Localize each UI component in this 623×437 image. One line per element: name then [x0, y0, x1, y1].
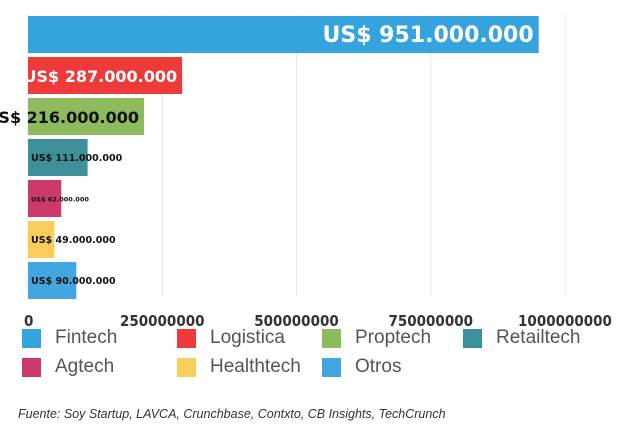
- data-label-otros: US$ 90.000.000: [31, 276, 116, 287]
- bar-healthtech: [28, 221, 55, 258]
- legend-label: Healthtech: [210, 356, 301, 377]
- legend-swatch: [22, 328, 41, 348]
- legend-label: Proptech: [355, 327, 432, 348]
- legend-label: Fintech: [55, 327, 118, 348]
- bar-fintech: [28, 16, 539, 53]
- legend-item-retailtech: Retailtech: [463, 327, 613, 348]
- x-tick-label-0: 0: [24, 312, 33, 330]
- legend-label: Retailtech: [496, 327, 581, 348]
- legend-swatch: [22, 357, 41, 377]
- bars: [28, 16, 539, 299]
- legend-item-otros: Otros: [322, 356, 463, 377]
- data-label-retailtech: US$ 111.000.000: [31, 153, 123, 164]
- x-tick-label-3: 750000000: [388, 312, 473, 330]
- legend-swatch: [177, 357, 196, 377]
- x-tick-label-1: 250000000: [120, 312, 205, 330]
- legend-swatch: [322, 357, 341, 377]
- legend-item-proptech: Proptech: [322, 327, 463, 348]
- legend-label: Agtech: [55, 356, 115, 377]
- source-note: Fuente: Soy Startup, LAVCA, Crunchbase, …: [18, 407, 446, 421]
- bar-otros: [28, 262, 77, 299]
- bar-proptech: [28, 98, 144, 135]
- legend-swatch: [177, 328, 196, 348]
- legend-label: Logistica: [210, 327, 285, 348]
- legend-swatch: [463, 328, 482, 348]
- legend-item-fintech: Fintech: [22, 327, 177, 348]
- data-label-agtech: US$ 62.000.000: [31, 196, 89, 204]
- legend-swatch: [322, 328, 341, 348]
- x-tick-label-4: 1000000000: [518, 312, 612, 330]
- x-axis-ticks: 0 250000000 500000000 750000000 1000000000: [24, 312, 612, 330]
- bar-agtech: [28, 180, 62, 217]
- x-tick-label-2: 500000000: [254, 312, 339, 330]
- legend: Fintech Logistica Proptech Retailtech Agtech…: [22, 327, 613, 377]
- legend-item-agtech: Agtech: [22, 356, 177, 377]
- data-label-proptech: US$ 216.000.000: [0, 108, 139, 127]
- legend-item-healthtech: Healthtech: [177, 356, 322, 377]
- data-labels: US$ 951.000.000 US$ 287.000.000 US$ 216.00…: [0, 23, 534, 287]
- legend-item-logistica: Logistica: [177, 327, 322, 348]
- data-label-logistica: US$ 287.000.000: [24, 67, 178, 86]
- legend-label: Otros: [355, 356, 402, 377]
- data-label-fintech: US$ 951.000.000: [323, 23, 534, 48]
- data-label-healthtech: US$ 49.000.000: [31, 235, 116, 246]
- bar-retailtech: [28, 139, 88, 176]
- bar-logistica: [28, 57, 183, 94]
